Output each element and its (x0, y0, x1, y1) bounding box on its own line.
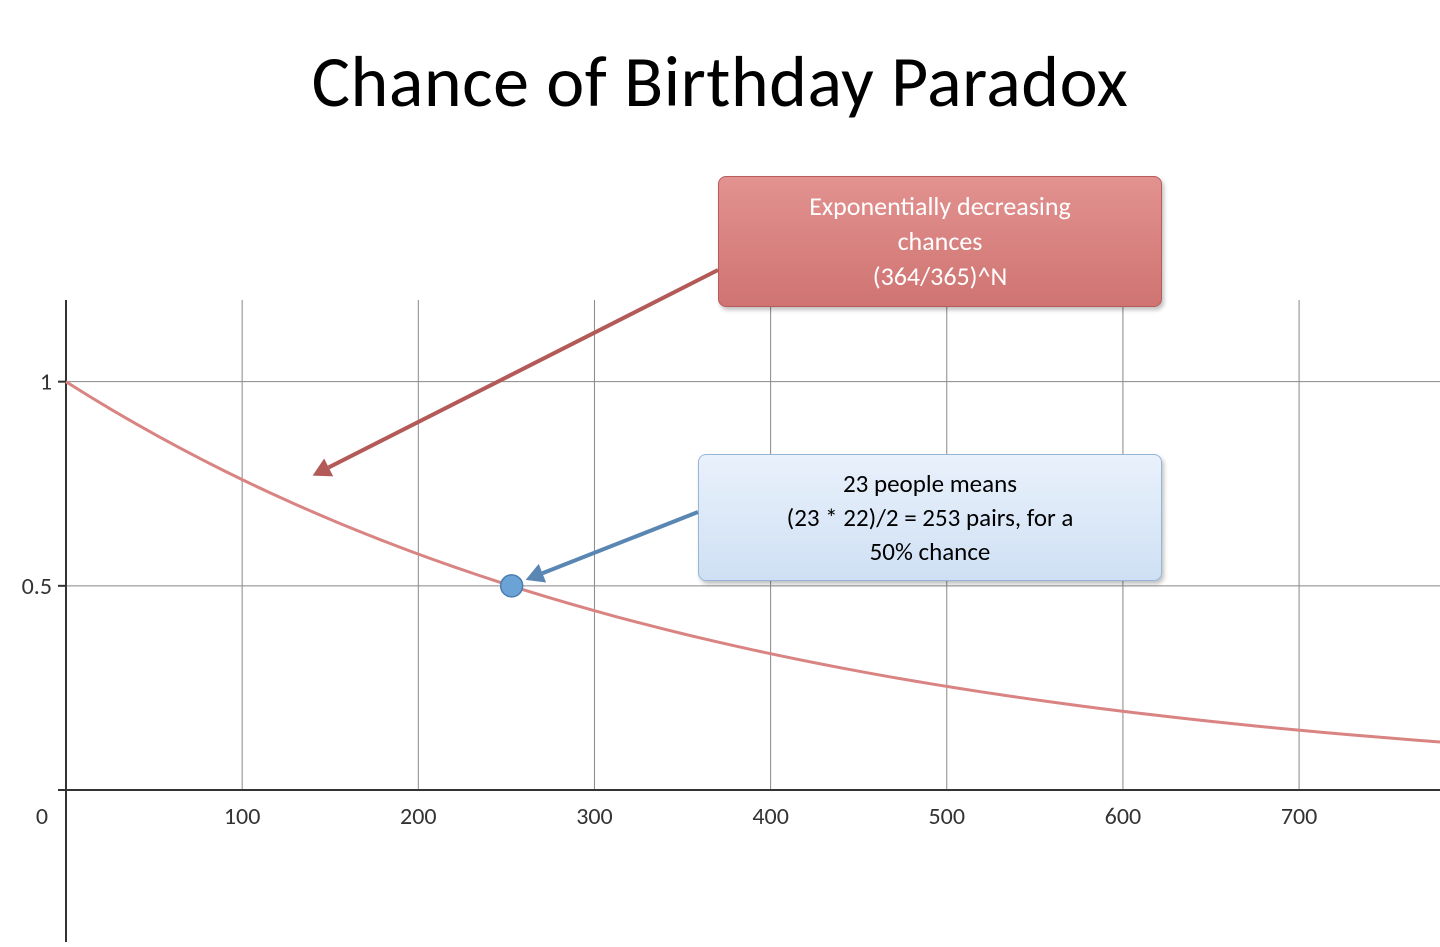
x-tick-label: 600 (1105, 802, 1142, 831)
callout-line: Exponentially decreasing (741, 189, 1139, 224)
callout-line: 50% chance (721, 535, 1139, 569)
x-tick-label: 400 (752, 802, 789, 831)
chart-area: 0 100 200 300 400 500 600 700 0.5 1 (0, 300, 1440, 942)
x-tick-label: 300 (576, 802, 613, 831)
callout-23-people: 23 people means(23 * 22)/2 = 253 pairs, … (698, 454, 1162, 581)
page-title: Chance of Birthday Paradox (0, 38, 1440, 126)
x-tick-label: 0 (36, 802, 48, 831)
chart-svg: 0 100 200 300 400 500 600 700 0.5 1 (0, 300, 1440, 942)
x-tick-label: 200 (400, 802, 437, 831)
x-tick-label: 100 (224, 802, 261, 831)
marker-point (501, 575, 523, 597)
callout-line: (23 * 22)/2 = 253 pairs, for a (721, 501, 1139, 535)
callout-line: 23 people means (721, 467, 1139, 501)
callout-exponential: Exponentially decreasingchances(364/365)… (718, 176, 1162, 307)
x-tick-label: 700 (1281, 802, 1318, 831)
x-tick-label: 500 (929, 802, 966, 831)
callout-line: chances (741, 224, 1139, 259)
y-tick-label: 1 (40, 368, 52, 397)
callout-line: (364/365)^N (741, 259, 1139, 294)
y-tick-label: 0.5 (22, 572, 52, 601)
